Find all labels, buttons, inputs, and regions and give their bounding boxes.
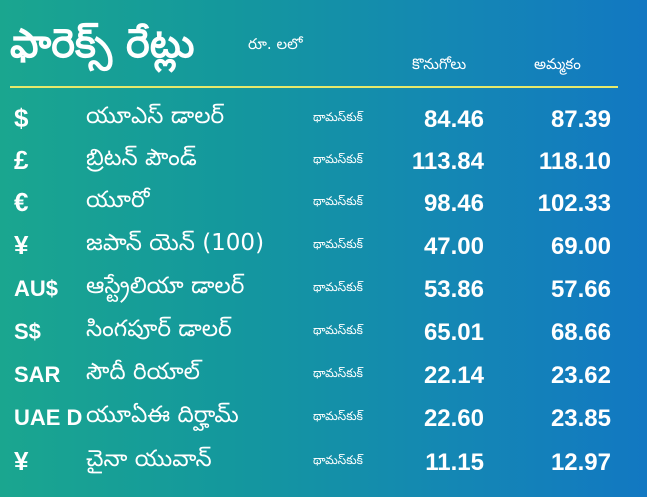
rate-row-cny: ¥ చైనా యువాన్ థామస్‌కుక్ 11.15 12.97 [0,440,647,482]
buy-column-header: కొనుగోలు [412,55,467,73]
currency-name: సౌదీ రియాల్ [86,359,200,385]
currency-name: చైనా యువాన్ [86,446,212,472]
unit-label: రూ. లలో [248,35,303,53]
buy-rate: 11.15 [425,449,484,476]
currency-name: యూరో [86,187,150,213]
rate-source: థామస్‌కుక్ [313,280,363,294]
sell-rate: 69.00 [550,233,611,260]
sell-rate: 118.10 [538,148,611,175]
currency-name: బ్రిటన్ పౌండ్ [86,145,197,171]
currency-symbol: $ [14,103,29,133]
currency-name: జపాన్ యెన్ (100) [86,230,265,256]
rate-row-aed: UAE D యూఏఈ దిర్హామ్ థామస్‌కుక్ 22.60 23.… [0,396,647,438]
rate-source: థామస్‌కుక్ [313,409,363,423]
currency-symbol: S$ [14,319,41,344]
buy-rate: 22.60 [423,405,484,432]
rate-source: థామస్‌కుక్ [313,453,363,467]
currency-name: ఆస్ట్రేలియా డాలర్ [86,273,245,299]
currency-symbol: ¥ [14,446,29,476]
buy-rate: 113.84 [411,148,484,175]
rate-source: థామస్‌కుక్ [313,237,363,251]
header-divider [10,86,618,88]
sell-rate: 12.97 [550,449,611,476]
rate-source: థామస్‌కుక్ [313,152,363,166]
rate-row-eur: € యూరో థామస్‌కుక్ 98.46 102.33 [0,181,647,223]
currency-symbol: SAR [14,362,61,387]
buy-rate: 53.86 [423,276,484,303]
rate-row-usd: $ యూఎస్ డాలర్ థామస్‌కుక్ 84.46 87.39 [0,97,647,139]
currency-symbol: ¥ [14,230,29,260]
sell-rate: 23.62 [550,362,611,389]
sell-rate: 87.39 [550,106,611,133]
rate-row-sar: SAR సౌదీ రియాల్ థామస్‌కుక్ 22.14 23.62 [0,353,647,395]
buy-rate: 65.01 [423,319,484,346]
buy-rate: 84.46 [423,106,484,133]
rate-source: థామస్‌కుక్ [313,366,363,380]
currency-name: యూఎస్ డాలర్ [86,103,225,129]
page-title: ఫారెక్స్ రేట్లు [10,21,195,67]
rate-row-sgd: S$ సింగపూర్ డాలర్ థామస్‌కుక్ 65.01 68.66 [0,310,647,352]
rate-row-aud: AU$ ఆస్ట్రేలియా డాలర్ థామస్‌కుక్ 53.86 5… [0,267,647,309]
sell-rate: 57.66 [550,276,611,303]
buy-rate: 98.46 [423,190,484,217]
sell-column-header: అమ్మకం [534,55,581,73]
currency-name: యూఏఈ దిర్హామ్ [86,402,239,428]
rate-source: థామస్‌కుక్ [313,194,363,208]
currency-symbol: £ [14,145,29,175]
currency-symbol: € [14,187,29,217]
buy-rate: 22.14 [423,362,484,389]
sell-rate: 68.66 [550,319,611,346]
buy-rate: 47.00 [423,233,484,260]
rate-row-gbp: £ బ్రిటన్ పౌండ్ థామస్‌కుక్ 113.84 118.10 [0,139,647,181]
sell-rate: 23.85 [550,405,611,432]
rate-row-jpy: ¥ జపాన్ యెన్ (100) థామస్‌కుక్ 47.00 69.0… [0,224,647,266]
currency-symbol: AU$ [14,276,59,301]
sell-rate: 102.33 [537,190,611,217]
currency-name: సింగపూర్ డాలర్ [86,316,232,342]
rate-source: థామస్‌కుక్ [313,323,363,337]
currency-symbol: UAE D [14,405,83,430]
rate-source: థామస్‌కుక్ [313,110,363,124]
